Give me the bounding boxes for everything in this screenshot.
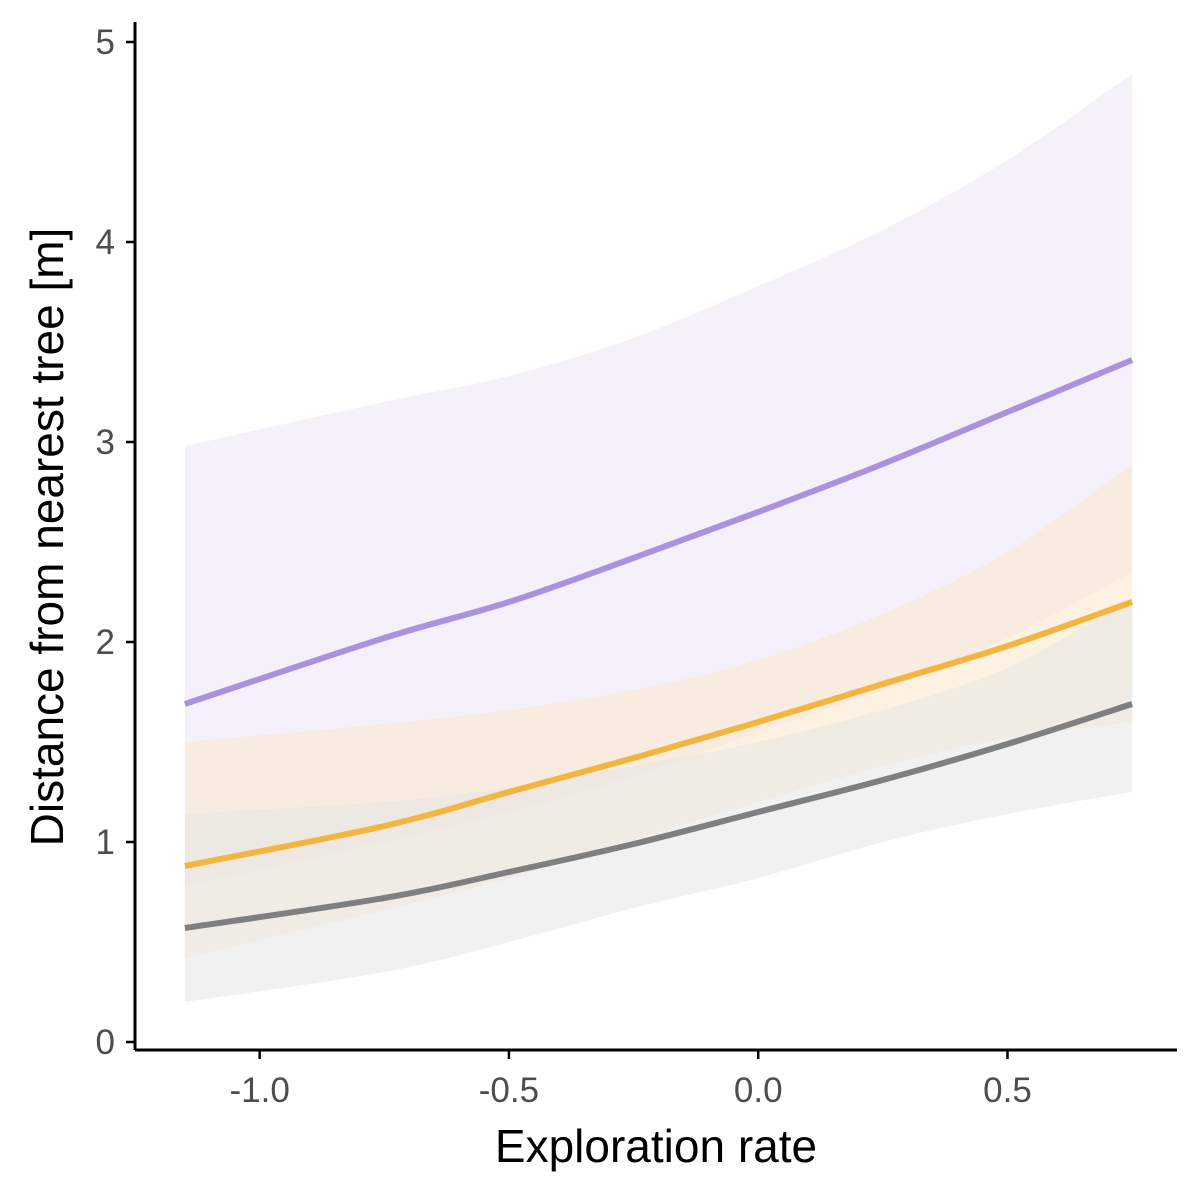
x-tick-label: 0.0 [734,1071,783,1110]
confidence-band-3 [184,598,1133,1002]
x-tick-label: 0.5 [983,1071,1032,1110]
axes [133,22,1177,1052]
series-line-3 [184,701,1134,931]
series-line-2 [184,599,1134,869]
series-lines [183,357,1134,931]
x-tick-label: -0.5 [479,1071,539,1110]
series-line-1 [183,357,1134,707]
y-ticks: 0 1 2 3 4 5 [96,23,135,1062]
y-tick-label: 5 [96,23,115,62]
y-tick-label: 1 [96,823,115,862]
y-tick-label: 3 [96,423,115,462]
y-tick-label: 4 [96,223,115,262]
x-ticks: -1.0 -0.5 0.0 0.5 [229,1050,1032,1110]
y-tick-label: 2 [96,623,115,662]
x-axis-title: Exploration rate [495,1120,817,1172]
y-axis-title: Distance from nearest tree [m] [21,228,73,847]
confidence-bands [184,74,1133,1002]
x-tick-label: -1.0 [229,1071,289,1110]
y-tick-label: 0 [96,1023,115,1062]
